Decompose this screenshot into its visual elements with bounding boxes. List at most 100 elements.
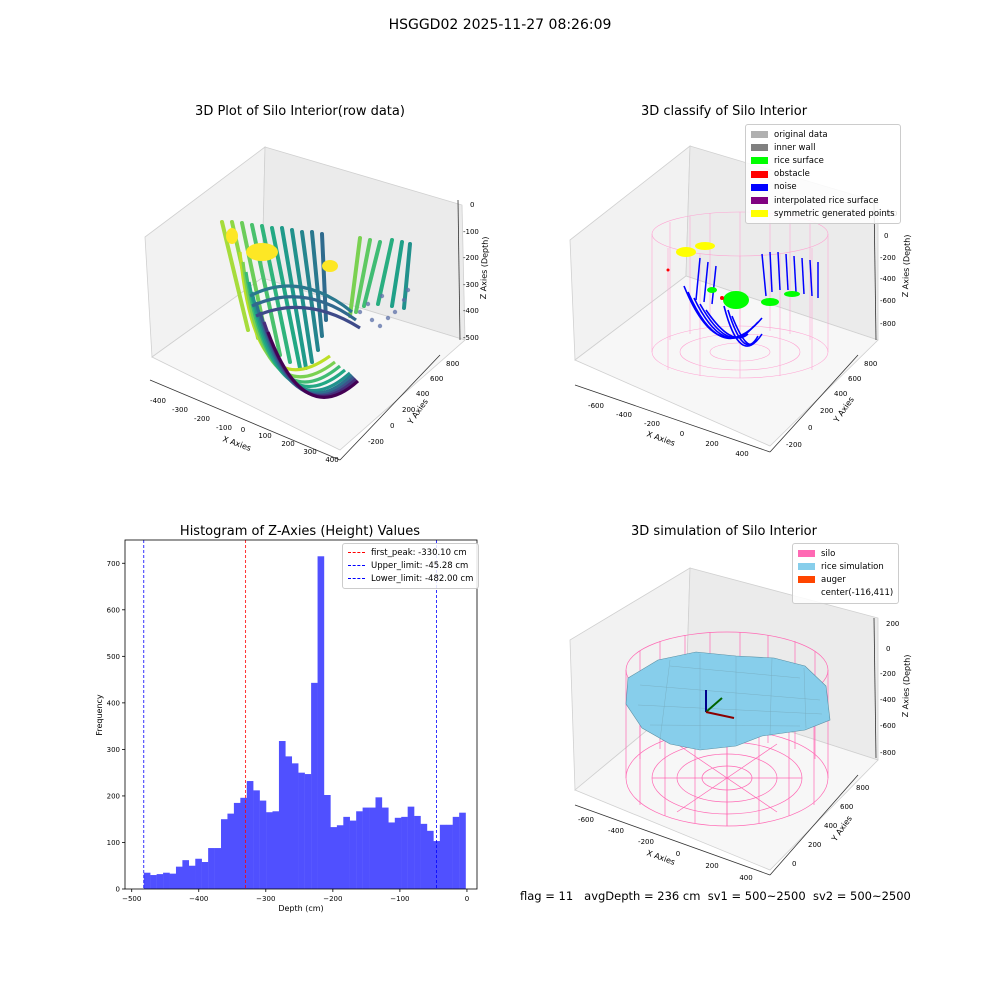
simulation-auger-arrows [705,690,735,719]
svg-text:200: 200 [886,620,899,628]
legend-swatch [751,157,768,165]
svg-text:300: 300 [303,448,316,456]
legend-item-center: center(-116,411) [798,587,893,600]
histogram-bar [414,815,421,889]
svg-text:0: 0 [886,645,890,653]
raw-3d-plot: -400 -300 -200 -100 0 100 200 300 400 -2… [144,146,490,464]
histogram-bar [407,806,415,889]
histogram-bar [253,790,260,889]
histogram-bar [426,830,434,889]
classify-y-axis-line [769,354,859,453]
classify-x-label: X Axies [645,429,676,448]
histogram-y-tick-label: 400 [107,699,120,707]
histogram-bar [150,875,157,889]
svg-text:-600: -600 [578,816,594,824]
classify-y-label: Y Axies [831,395,856,425]
histogram-x-tick-label: −300 [256,895,275,903]
histogram-bar [298,772,305,889]
svg-text:600: 600 [430,375,443,383]
classify-obstacle-points [666,268,724,300]
raw-scatter-outliers [357,287,411,329]
classify-axes-box [569,145,879,453]
histogram-bar [343,816,350,889]
histogram-bar [459,812,466,889]
avg-depth-text: avgDepth = 236 cm [584,889,701,903]
legend-item-silo: silo [798,547,893,560]
svg-text:400: 400 [325,456,338,464]
svg-text:-100: -100 [463,228,479,236]
histogram-bar [182,860,190,889]
histogram-bar [304,774,312,889]
svg-text:-800: -800 [880,749,896,757]
classify-x-axis-line [574,384,771,453]
histogram-bar [381,807,389,889]
simulation-rice-mesh [637,654,823,748]
svg-text:0: 0 [241,426,245,434]
svg-text:-300: -300 [172,406,188,414]
legend-item-first-peak: first_peak: -330.10 cm [348,546,473,559]
status-footer: flag = 11 avgDepth = 236 cm sv1 = 500~25… [520,889,911,903]
histogram-bar [336,825,344,889]
svg-text:-600: -600 [880,297,896,305]
classify-silo-cylinder [651,211,829,379]
histogram-legend: first_peak: -330.10 cm Upper_limit: -45.… [342,543,480,589]
svg-text:0: 0 [390,422,394,430]
legend-swatch [798,590,815,597]
histogram-bar [375,797,383,889]
histogram-bar [291,763,299,889]
svg-text:-800: -800 [880,320,896,328]
classify-noise-points [683,285,763,347]
classify-symmetric-points [676,242,715,257]
histogram-bar [259,800,267,889]
raw-yellow-cluster [226,228,338,272]
svg-text:-400: -400 [150,397,166,405]
histogram-y-label: Frequency [95,694,104,736]
classify-noise-streaks [695,251,819,305]
legend-item-rice-surface: rice surface [751,154,895,167]
simulation-x-label: X Axies [645,848,676,867]
legend-item-upper-limit: Upper_limit: -45.28 cm [348,559,473,572]
histogram-x-tick-label: −200 [323,895,342,903]
legend-swatch [751,144,768,152]
svg-text:800: 800 [856,784,869,792]
svg-text:200: 200 [705,440,718,448]
raw-y-axis-line [339,354,441,461]
histogram-bar [188,865,196,889]
histogram-bar [278,741,286,889]
svg-text:-400: -400 [880,275,896,283]
simulation-plot-title: 3D simulation of Silo Interior [631,524,817,539]
histogram-bar [420,823,428,889]
histogram-bar [156,874,164,889]
histogram-bar [317,556,325,889]
histogram-bar [246,781,254,889]
flag-text: flag = 11 [520,889,574,903]
simulation-z-ticks: 200 0 -200 -400 -600 -800 [880,620,899,757]
svg-text:200: 200 [808,841,821,849]
svg-text:-200: -200 [786,441,802,449]
sv2-text: sv2 = 500~2500 [812,889,911,903]
histogram-bar [163,872,170,889]
svg-text:-500: -500 [463,334,479,342]
histogram-axes-frame [124,539,478,890]
simulation-legend: silo rice simulation auger center(-116,4… [792,543,900,604]
legend-line [348,565,365,567]
legend-item-noise: noise [751,181,895,194]
svg-text:-400: -400 [880,696,896,704]
legend-swatch [798,563,815,571]
histogram-bar [175,866,183,889]
histogram-bars [143,556,466,889]
svg-text:-100: -100 [216,424,232,432]
histogram-bar [388,822,395,889]
svg-text:100: 100 [258,432,271,440]
legend-swatch [751,170,768,178]
simulation-y-axis-line [769,774,859,876]
histogram-bar [439,824,447,889]
histogram-bar [233,802,241,889]
histogram-bar [221,819,228,889]
histogram-y-tick-label: 200 [107,792,120,800]
legend-item-rice-simulation: rice simulation [798,560,893,573]
svg-text:0: 0 [808,424,812,432]
legend-item-original-data: original data [751,128,895,141]
simulation-x-ticks: -600 -400 -200 0 200 400 [578,816,753,882]
histogram-x-tick-label: 0 [465,895,469,903]
